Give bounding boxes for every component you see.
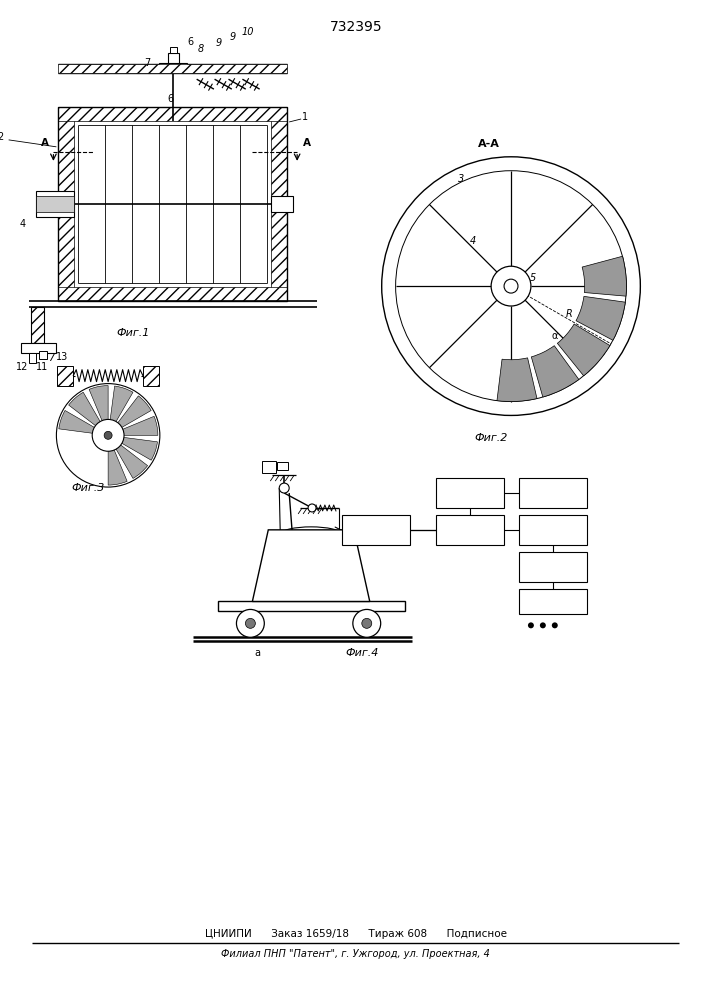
Bar [271, 196, 293, 212]
Text: 15: 15 [463, 525, 477, 535]
Circle shape [308, 504, 316, 512]
Bar [40, 351, 47, 359]
Bar [218, 601, 404, 611]
Text: 2: 2 [0, 132, 4, 142]
Bar [28, 353, 37, 363]
Circle shape [551, 622, 558, 628]
Text: 9: 9 [216, 38, 222, 48]
Text: 14: 14 [368, 525, 382, 535]
Bar [30, 307, 45, 343]
Text: 10: 10 [241, 27, 254, 37]
Text: а: а [255, 648, 260, 658]
Bar [143, 366, 159, 386]
Bar [342, 515, 409, 545]
Circle shape [104, 431, 112, 439]
Text: 9: 9 [229, 32, 235, 42]
Wedge shape [59, 410, 96, 434]
Bar [59, 107, 287, 301]
Wedge shape [532, 346, 579, 397]
Bar [519, 552, 587, 582]
Text: α: α [551, 331, 558, 341]
Bar [262, 461, 276, 473]
Circle shape [92, 419, 124, 451]
Bar [519, 478, 587, 508]
Text: 7: 7 [144, 58, 150, 68]
Text: 11: 11 [36, 362, 49, 372]
Circle shape [382, 157, 641, 415]
Text: 8: 8 [197, 44, 204, 54]
Bar [436, 515, 504, 545]
Bar [57, 366, 74, 386]
Wedge shape [120, 437, 158, 460]
Text: Фиг.1: Фиг.1 [117, 328, 150, 338]
Text: 20: 20 [463, 488, 477, 498]
Wedge shape [117, 396, 151, 428]
Text: Фиг.2: Фиг.2 [474, 433, 508, 443]
Bar [59, 64, 287, 73]
Circle shape [353, 609, 380, 637]
Wedge shape [89, 386, 108, 422]
Text: 19: 19 [546, 488, 560, 498]
Text: 6: 6 [187, 37, 194, 47]
Polygon shape [252, 530, 370, 601]
Bar [159, 63, 187, 72]
Bar [277, 462, 288, 470]
Circle shape [362, 618, 372, 628]
Bar [168, 53, 179, 63]
Text: 17: 17 [546, 562, 560, 572]
Circle shape [236, 609, 264, 637]
Bar [59, 107, 74, 301]
Wedge shape [108, 448, 127, 485]
Text: 6: 6 [168, 94, 174, 104]
Bar [271, 107, 287, 301]
Text: 7: 7 [48, 353, 54, 363]
Bar [170, 47, 177, 53]
Text: 4: 4 [470, 236, 477, 246]
Text: 16: 16 [546, 525, 560, 535]
Text: 1: 1 [302, 112, 308, 122]
Text: 5: 5 [530, 273, 536, 283]
Bar [519, 515, 587, 545]
Circle shape [504, 279, 518, 293]
Circle shape [540, 622, 546, 628]
Bar [59, 107, 287, 121]
Wedge shape [497, 358, 537, 402]
Bar [37, 196, 74, 212]
Wedge shape [69, 392, 101, 427]
Circle shape [57, 384, 160, 487]
Wedge shape [115, 444, 148, 478]
Text: 732395: 732395 [329, 20, 382, 34]
Circle shape [396, 171, 626, 402]
Text: А: А [40, 138, 49, 148]
Bar [21, 343, 57, 353]
Text: R: R [566, 309, 572, 319]
Wedge shape [121, 416, 158, 435]
Bar [436, 478, 504, 508]
Wedge shape [576, 296, 625, 340]
Text: 4: 4 [20, 219, 25, 229]
Circle shape [279, 483, 289, 493]
Text: А: А [303, 138, 311, 148]
Text: Фиг.3: Фиг.3 [71, 483, 105, 493]
Text: ЦНИИПИ      Заказ 1659/18      Тираж 608      Подписное: ЦНИИПИ Заказ 1659/18 Тираж 608 Подписное [205, 929, 507, 939]
Text: Филиал ПНП "Патент", г. Ужгород, ул. Проектная, 4: Филиал ПНП "Патент", г. Ужгород, ул. Про… [221, 949, 490, 959]
Bar [519, 589, 587, 614]
Text: А-А: А-А [478, 139, 500, 149]
Wedge shape [110, 386, 133, 423]
Text: 12: 12 [16, 362, 29, 372]
Text: Фиг.4: Фиг.4 [345, 648, 378, 658]
Bar [59, 287, 287, 301]
Text: 18: 18 [546, 596, 560, 606]
Circle shape [491, 266, 531, 306]
Text: 3: 3 [458, 174, 464, 184]
Text: 13: 13 [57, 352, 69, 362]
Bar [37, 191, 74, 217]
Circle shape [528, 622, 534, 628]
Wedge shape [557, 324, 610, 376]
Wedge shape [582, 256, 626, 296]
Circle shape [245, 618, 255, 628]
